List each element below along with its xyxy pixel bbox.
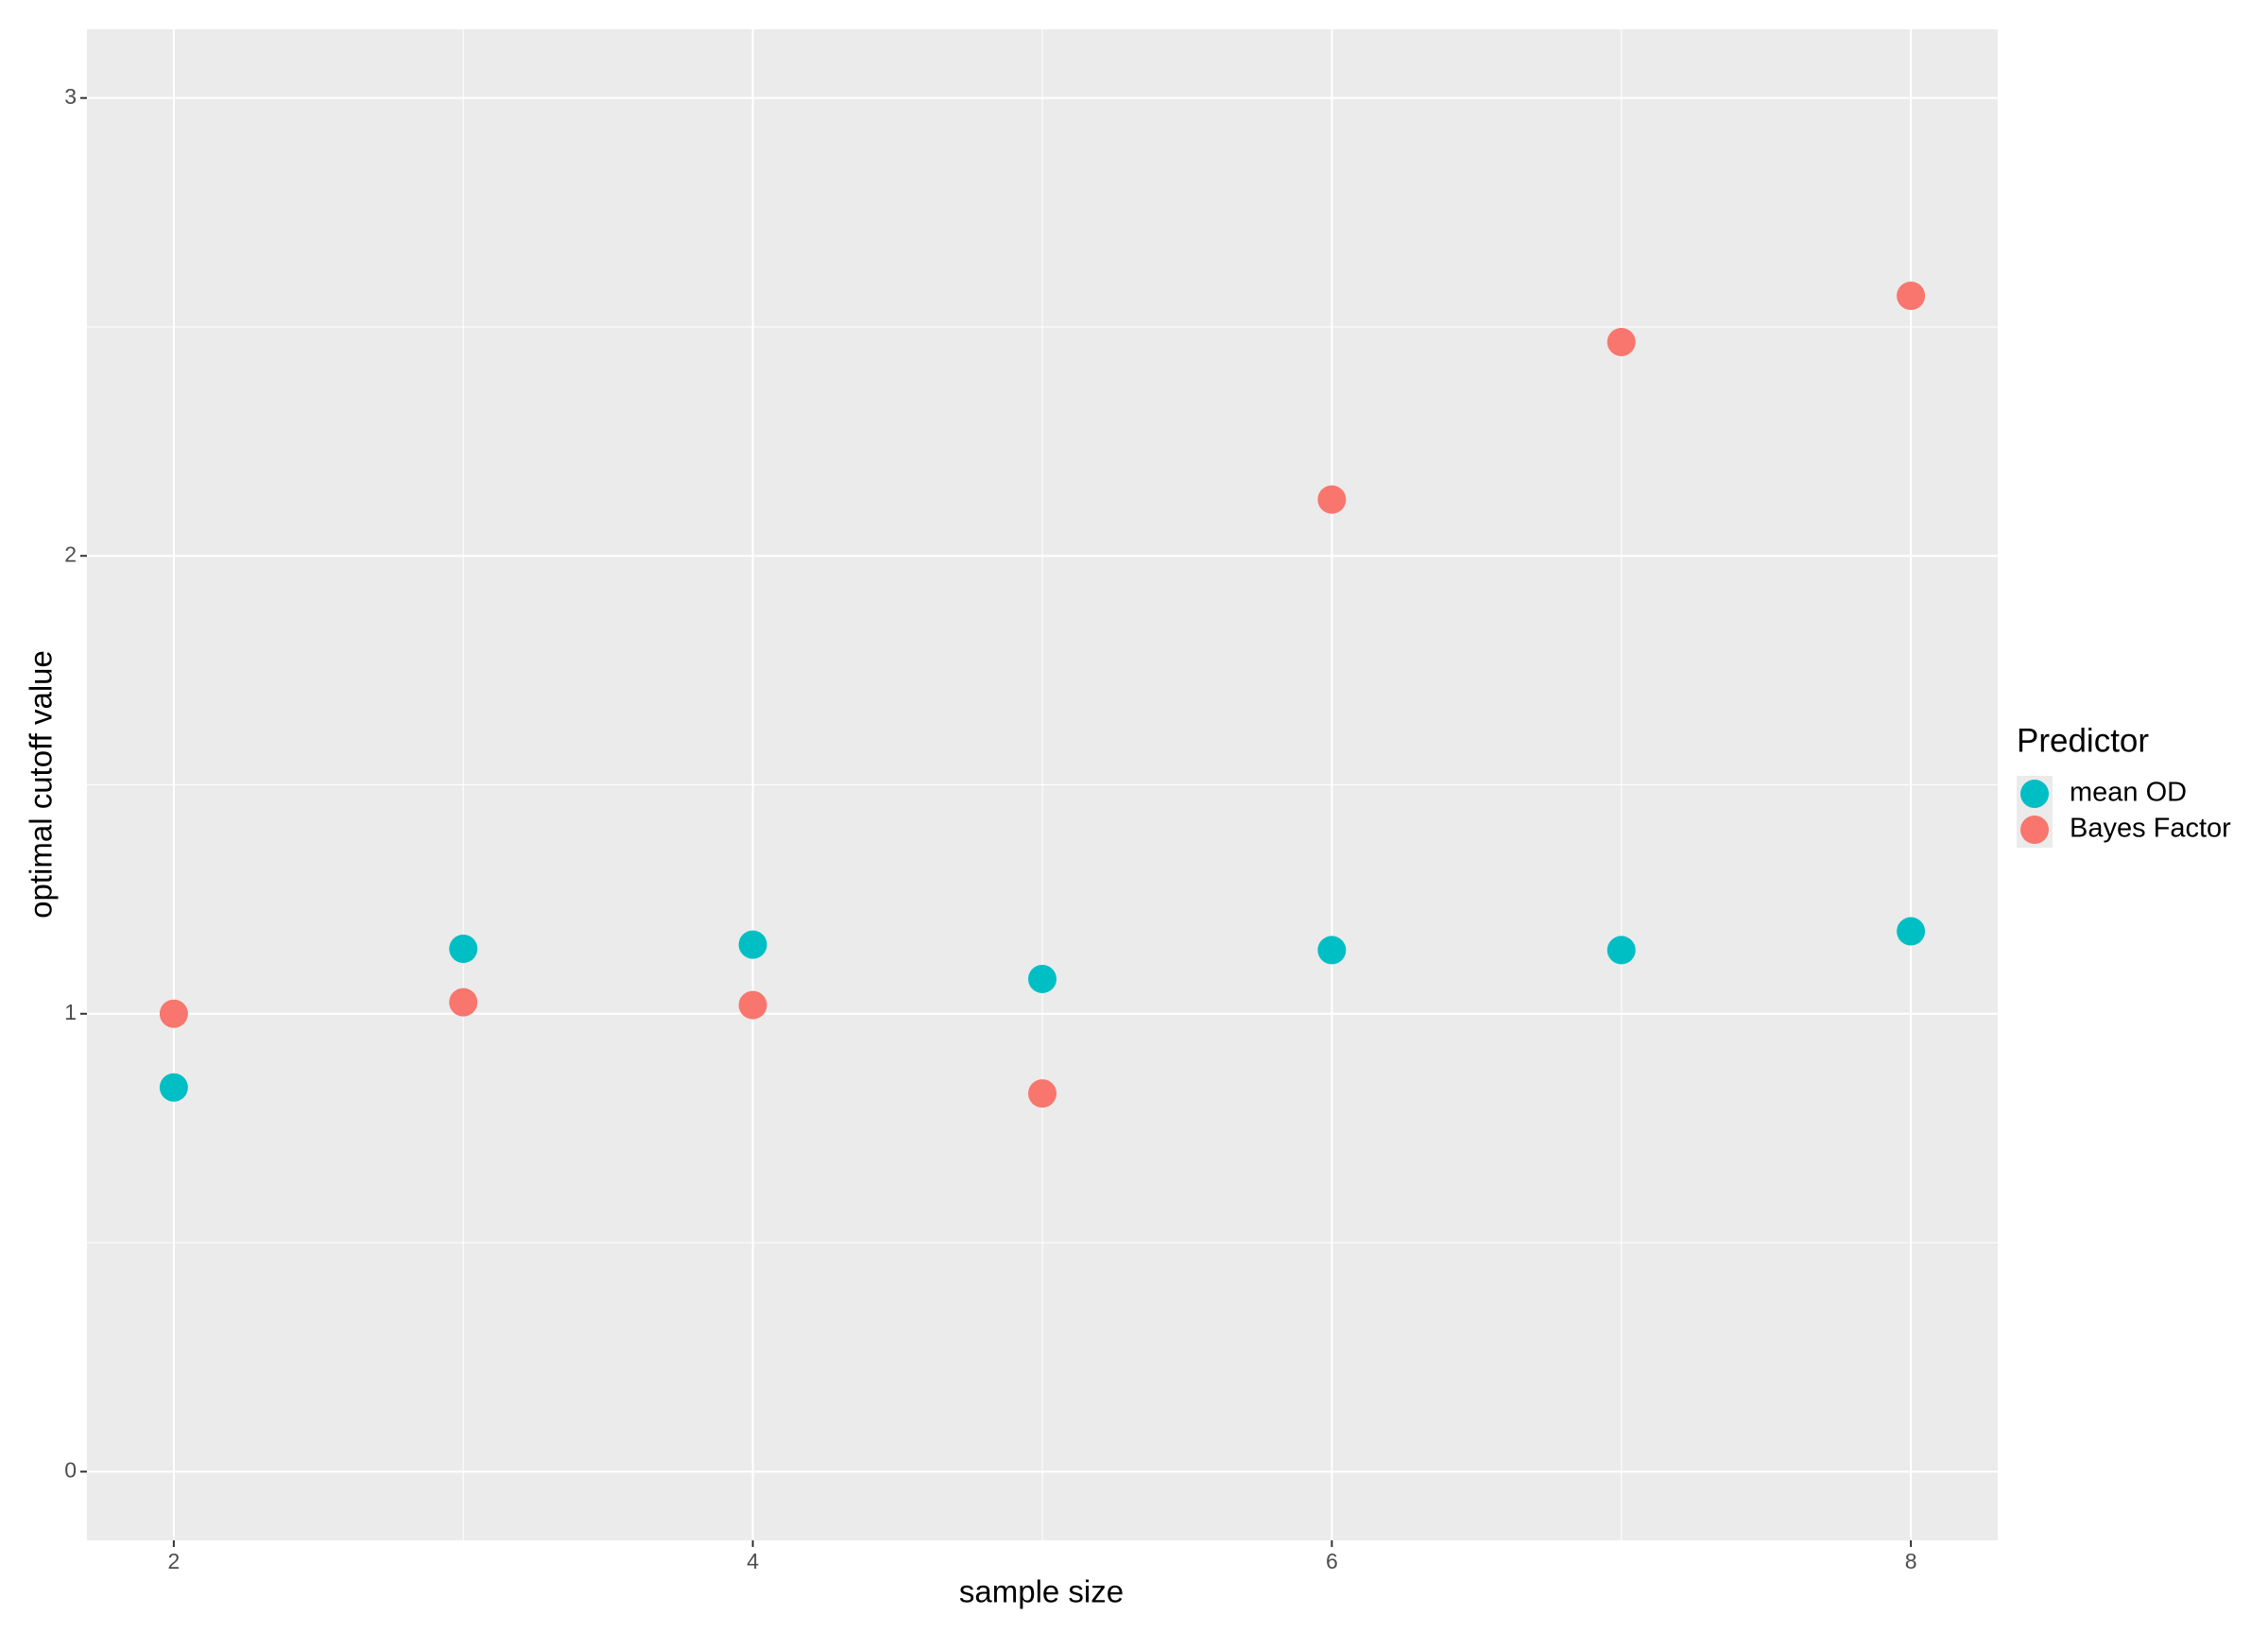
y-tick-label: 2 — [64, 541, 77, 566]
point — [159, 1073, 188, 1102]
legend-swatch — [2020, 780, 2049, 808]
point — [1028, 964, 1057, 993]
y-tick-label: 0 — [64, 1457, 77, 1482]
x-tick-label: 4 — [747, 1549, 759, 1573]
grid — [87, 29, 1998, 1540]
legend-label: mean OD — [2070, 778, 2187, 808]
point — [1317, 936, 1347, 965]
point — [738, 930, 767, 959]
x-axis-title: sample size — [959, 1574, 1124, 1609]
point — [1897, 917, 1926, 946]
legend: mean OD Bayes Factor — [2017, 776, 2231, 848]
point — [738, 990, 767, 1020]
y-tick-label: 3 — [64, 84, 77, 109]
y-tick-label: 1 — [64, 1000, 77, 1024]
point — [1606, 327, 1636, 356]
point — [449, 988, 478, 1017]
point — [159, 999, 188, 1028]
legend-swatch — [2020, 816, 2049, 844]
x-tick-label: 6 — [1326, 1549, 1338, 1573]
legend-title: Predictor — [2017, 722, 2149, 759]
point — [1317, 485, 1347, 514]
marks — [159, 282, 1926, 1108]
x-tick-label: 8 — [1905, 1549, 1917, 1573]
y-axis-title: optimal cutoff value — [24, 650, 59, 919]
point — [1028, 1079, 1057, 1108]
legend-label: Bayes Factor — [2070, 814, 2231, 844]
point — [1606, 936, 1636, 965]
point — [1897, 282, 1926, 311]
x-tick-label: 2 — [168, 1549, 180, 1573]
point — [449, 934, 478, 963]
